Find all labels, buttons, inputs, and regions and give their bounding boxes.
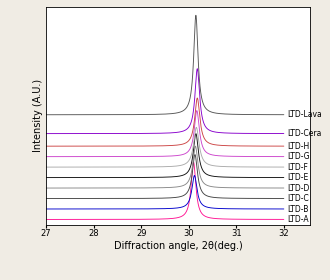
Text: LTD-E: LTD-E (288, 173, 309, 182)
Text: LTD-B: LTD-B (288, 204, 309, 214)
Text: LTD-G: LTD-G (288, 152, 310, 161)
Text: LTD-F: LTD-F (288, 163, 309, 172)
Text: LTD-C: LTD-C (288, 194, 309, 203)
Text: LTD-Cera: LTD-Cera (288, 129, 322, 138)
Text: LTD-H: LTD-H (288, 142, 310, 151)
Text: LTD-Lava: LTD-Lava (288, 110, 322, 119)
X-axis label: Diffraction angle, 2θ(deg.): Diffraction angle, 2θ(deg.) (114, 241, 243, 251)
Text: LTD-D: LTD-D (288, 184, 310, 193)
Text: LTD-A: LTD-A (288, 215, 309, 224)
Y-axis label: Intensity (A.U.): Intensity (A.U.) (33, 79, 43, 152)
